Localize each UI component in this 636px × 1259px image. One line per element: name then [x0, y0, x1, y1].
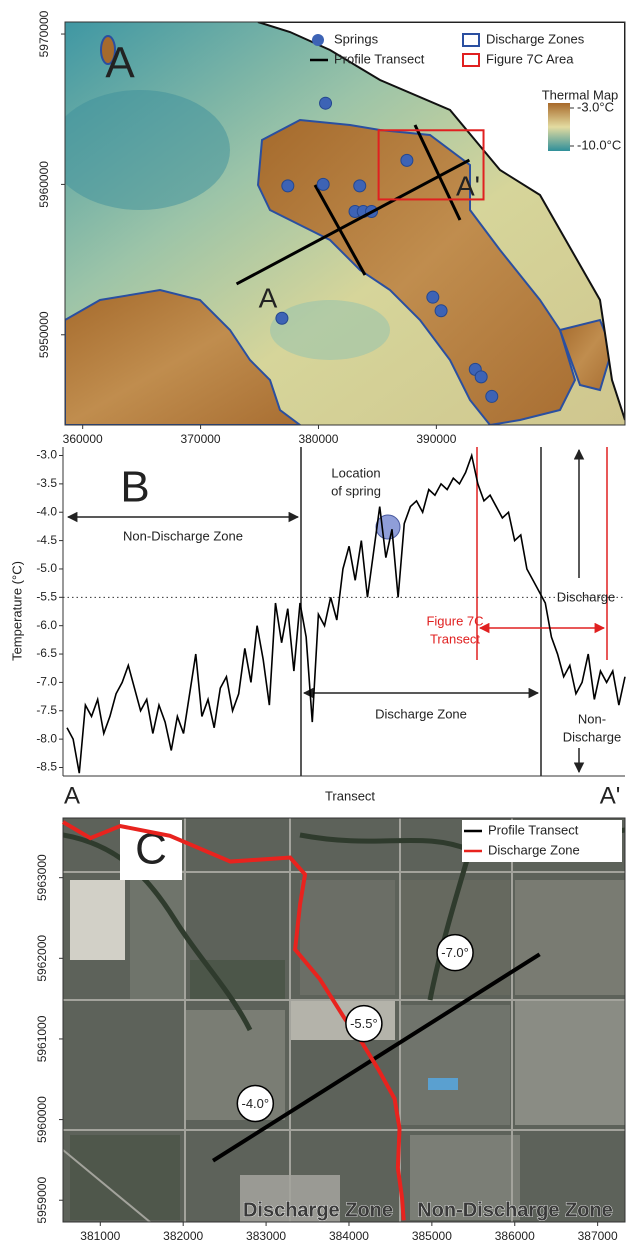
x-tick-label: 360000	[63, 432, 103, 446]
spring	[275, 311, 289, 325]
transect-marker	[236, 1084, 275, 1123]
spring	[281, 179, 295, 193]
y-tick-label: 5961000	[35, 1015, 49, 1062]
y-tick-label: 5960000	[35, 1096, 49, 1143]
annotation: Figure 7C	[426, 613, 483, 628]
y-tick-label: -3.0	[36, 448, 57, 462]
y-tick-label: -5.5	[36, 589, 57, 603]
marker-label: -4.0°	[242, 1096, 270, 1111]
marker-label: -5.5°	[350, 1016, 378, 1031]
y-tick-label: -8.5	[36, 760, 57, 774]
spring	[426, 290, 440, 304]
colorbar	[548, 103, 570, 151]
zone-label: Discharge Zone	[243, 1199, 393, 1221]
transect-label: A	[259, 282, 278, 313]
spring	[400, 153, 414, 167]
frame	[64, 21, 626, 426]
y-tick-label: 5960000	[37, 161, 51, 208]
legend-label: Discharge Zones	[486, 31, 585, 46]
y-tick-label: 5962000	[35, 935, 49, 982]
y-tick-label: -4.5	[36, 533, 57, 547]
y-tick-label: 5950000	[37, 311, 51, 358]
annotation: Transect	[430, 631, 480, 646]
y-tick-label: -7.0	[36, 675, 57, 689]
x-tick-label: 390000	[416, 432, 456, 446]
y-tick-label: 5963000	[35, 854, 49, 901]
legend-label: Profile Transect	[488, 822, 579, 837]
x-tick-label: 386000	[495, 1229, 535, 1243]
temperature-line	[66, 452, 626, 774]
legend-symbol	[462, 53, 480, 67]
panel-letter: A	[105, 39, 135, 88]
line-path	[235, 158, 471, 286]
y-tick-label: -3.5	[36, 476, 57, 490]
line-path	[61, 820, 406, 1221]
legend-symbol	[462, 33, 480, 47]
transect-marker	[436, 933, 474, 972]
transect-label: A'	[456, 170, 480, 201]
y-tick-label: -8.0	[36, 731, 57, 745]
spring	[434, 304, 448, 318]
annotation: Discharge	[563, 729, 622, 744]
legend-label: Springs	[334, 31, 379, 46]
marker-label: -7.0°	[441, 945, 469, 960]
spring	[474, 370, 488, 384]
zone-label: Non-Discharge Zone	[417, 1199, 613, 1221]
x-tick-label: 383000	[246, 1229, 286, 1243]
spring	[316, 177, 330, 191]
legend-box	[462, 820, 622, 862]
colorbar-title: Thermal Map	[542, 87, 619, 102]
legend-label: Figure 7C Area	[486, 51, 574, 66]
legend-symbol	[312, 34, 324, 46]
y-tick-label: 5959000	[35, 1177, 49, 1224]
thermal-map	[65, 22, 625, 425]
area-rect	[377, 129, 485, 201]
colorbar-label: -10.0°C	[577, 137, 621, 152]
x-axis-label: Transect	[325, 788, 375, 803]
annotation: Non-Discharge Zone	[123, 528, 243, 543]
annotation: Non-	[578, 711, 606, 726]
annotation: Discharge Zone	[375, 706, 467, 721]
x-tick-label: 370000	[181, 432, 221, 446]
frame	[62, 817, 626, 1223]
annotation: of spring	[331, 483, 381, 498]
x-end-label: A'	[600, 782, 621, 809]
panel-letter: B	[120, 463, 149, 512]
x-end-label: A	[64, 782, 80, 809]
x-tick-label: 380000	[298, 432, 338, 446]
colorbar-label: -3.0°C	[577, 99, 614, 114]
transect-marker	[345, 1004, 383, 1043]
spring	[319, 96, 333, 110]
legend-label: Profile Transect	[334, 51, 425, 66]
spring	[485, 389, 499, 403]
y-axis-label: Temperature (°C)	[9, 561, 24, 661]
line-path	[211, 952, 541, 1163]
x-tick-label: 385000	[412, 1229, 452, 1243]
y-tick-label: -7.5	[36, 703, 57, 717]
x-tick-label: 381000	[80, 1229, 120, 1243]
y-tick-label: -4.0	[36, 504, 57, 518]
legend-label: Discharge Zone	[488, 842, 580, 857]
x-tick-label: 384000	[329, 1229, 369, 1243]
y-tick-label: -6.5	[36, 646, 57, 660]
y-tick-label: -6.0	[36, 618, 57, 632]
y-tick-label: -5.0	[36, 561, 57, 575]
annotation: Location	[331, 465, 380, 480]
x-tick-label: 387000	[578, 1229, 618, 1243]
x-tick-label: 382000	[163, 1229, 203, 1243]
y-tick-label: 5970000	[37, 10, 51, 57]
spring	[353, 179, 367, 193]
